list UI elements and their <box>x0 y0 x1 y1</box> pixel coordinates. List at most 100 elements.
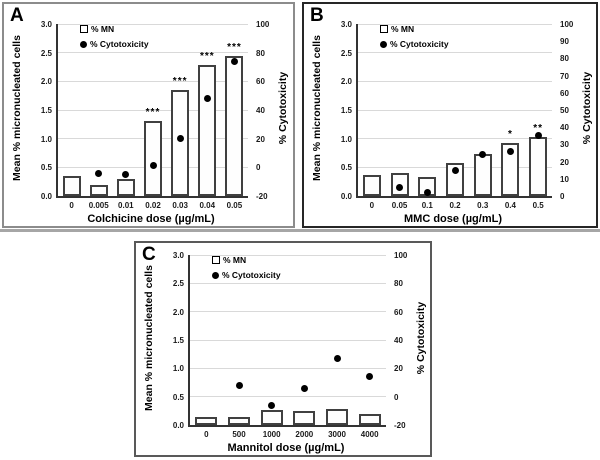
x-axis-category-label: 0.5 <box>532 201 544 210</box>
open-square-marker-icon <box>212 256 220 264</box>
cytotoxicity-point <box>176 135 184 143</box>
legend: % MN % Cytotoxicity <box>80 24 149 54</box>
right-axis-tick-label: 60 <box>256 77 265 87</box>
mn-bar <box>62 175 81 196</box>
legend-item-cytotoxicity: % Cytotoxicity <box>212 270 281 280</box>
left-axis-tick-label: 1.0 <box>340 134 352 144</box>
right-axis-tick-label: 80 <box>560 54 569 64</box>
panel-a-colchicine: A Mean % micronucleated cells % Cytotoxi… <box>2 2 295 228</box>
panel-c-mannitol: C Mean % micronucleated cells % Cytotoxi… <box>134 241 432 457</box>
plot-area: 0.0 0.5 1.0 1.5 2.0 2.5 3.0 -20 0 20 40 60 80 100 0 500… <box>173 251 407 439</box>
gridline <box>58 23 248 25</box>
x-axis-category-label: 0.3 <box>477 201 489 210</box>
gridline <box>190 339 386 341</box>
gridline <box>190 367 386 369</box>
open-square-marker-icon <box>380 25 388 33</box>
mn-bar <box>116 178 135 196</box>
right-axis-tick-label: 80 <box>394 279 403 289</box>
left-axis-tick-label: 1.5 <box>340 106 352 115</box>
significance-stars: *** <box>227 41 242 53</box>
filled-circle-marker-icon <box>212 271 219 279</box>
panel-letter-b: B <box>310 5 324 26</box>
gridline <box>190 254 386 256</box>
cytotoxicity-point <box>534 132 542 140</box>
x-axis-title: Colchicine dose (µg/mL) <box>87 213 215 225</box>
left-axis-tick-label: 0.0 <box>340 192 352 201</box>
significance-stars: * <box>507 128 513 140</box>
x-axis-category-label: 0 <box>204 430 209 439</box>
gridline <box>358 138 552 140</box>
plot-area: 0.0 0.5 1.0 1.5 2.0 2.5 3.0 0 10 20 30 40 50 60 70 80 90… <box>341 20 573 210</box>
x-axis-title: Mannitol dose (µg/mL) <box>227 442 345 454</box>
left-axis-tick-label: 2.5 <box>40 48 52 58</box>
left-axis-tick-label: 2.0 <box>172 307 184 317</box>
left-axis-tick-label: 0.5 <box>172 392 184 402</box>
mn-bar <box>144 121 162 196</box>
legend-item-mn: % MN <box>212 255 281 265</box>
gridline <box>358 80 552 82</box>
right-axis-tick-label: 60 <box>394 307 403 317</box>
left-axis-tick-label: 0.0 <box>172 421 184 430</box>
legend-label-mn: % MN <box>91 24 115 34</box>
mn-bar <box>293 411 316 425</box>
panel-letter-a: A <box>10 5 24 26</box>
right-axis-tick-label: 90 <box>560 37 569 47</box>
x-axis-category-label: 0.05 <box>391 201 408 210</box>
mn-bar <box>529 136 548 196</box>
cytotoxicity-point <box>451 166 459 174</box>
cytotoxicity-point <box>300 384 308 392</box>
legend-label-mn: % MN <box>223 255 247 265</box>
left-axis-tick-label: 1.0 <box>172 364 184 374</box>
open-square-marker-icon <box>80 25 88 33</box>
left-axis-tick-label: 0.0 <box>40 192 52 201</box>
left-axis-tick-label: 2.0 <box>340 77 352 87</box>
right-axis-tick-label: 50 <box>560 106 569 115</box>
right-axis-tick-label: 40 <box>394 336 403 345</box>
mn-bar <box>198 65 217 196</box>
cytotoxicity-point <box>506 147 514 155</box>
left-axis-tick-label: 2.5 <box>172 279 184 289</box>
gridline <box>358 109 552 111</box>
cytotoxicity-point <box>203 95 211 103</box>
right-axis-tick-label: 60 <box>560 88 569 98</box>
cytotoxicity-point <box>366 373 374 381</box>
cytotoxicity-point <box>230 57 238 65</box>
gridline <box>190 311 386 313</box>
left-axis-tick-label: 1.5 <box>172 336 184 345</box>
x-axis-category-label: 0 <box>69 201 74 210</box>
panel-letter-c: C <box>142 244 156 265</box>
significance-stars: ** <box>533 122 544 134</box>
x-axis-category-label: 0.005 <box>88 201 109 210</box>
x-axis-title: MMC dose (µg/mL) <box>404 213 502 225</box>
mn-bar <box>171 89 190 196</box>
right-axis-tick-label: 70 <box>560 71 569 81</box>
left-axis-tick-label: 1.5 <box>40 106 52 115</box>
cytotoxicity-point <box>235 381 243 389</box>
mn-bar <box>473 153 492 196</box>
x-axis-category-label: 0.2 <box>449 201 461 210</box>
right-axis-tick-label: 40 <box>256 106 265 115</box>
significance-stars: *** <box>199 51 215 63</box>
mn-bar <box>260 410 283 425</box>
right-axis-tick-label: 100 <box>394 251 408 260</box>
plot-area: 0.0 0.5 1.0 1.5 2.0 2.5 3.0 -20 0 20 40 60 80 100 0 0.0… <box>41 20 269 210</box>
x-axis-category-label: 4000 <box>360 430 379 439</box>
left-axis-tick-label: 0.5 <box>340 163 352 173</box>
mn-bar <box>228 416 250 425</box>
mn-bar <box>195 416 218 425</box>
left-axis-tick-label: 1.0 <box>40 134 52 144</box>
panel-b-mmc: B Mean % micronucleated cells % Cytotoxi… <box>302 2 598 228</box>
legend-item-cytotoxicity: % Cytotoxicity <box>380 39 449 49</box>
significance-stars: *** <box>172 75 188 87</box>
left-axis-tick-label: 0.5 <box>40 163 52 173</box>
mn-bar <box>362 174 381 196</box>
legend: % MN % Cytotoxicity <box>380 24 449 54</box>
right-axis-tick-label: 40 <box>560 123 569 133</box>
cytotoxicity-point <box>479 151 487 159</box>
legend-item-mn: % MN <box>380 24 449 34</box>
legend: % MN % Cytotoxicity <box>212 255 281 285</box>
x-axis-category-label: 0.01 <box>118 201 134 210</box>
gridline <box>58 109 248 111</box>
gridline <box>58 80 248 82</box>
x-axis-category-label: 0.4 <box>504 201 516 210</box>
